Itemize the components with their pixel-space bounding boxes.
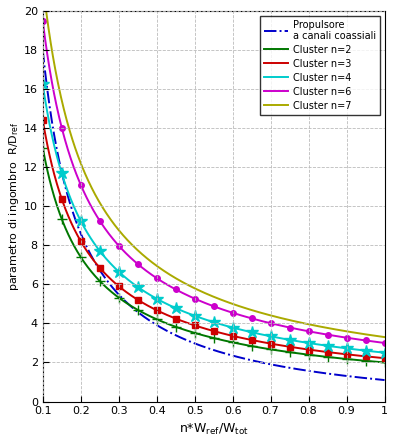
Cluster n=2: [298, 351, 303, 356]
Line: Cluster n=4: Cluster n=4: [43, 84, 385, 353]
Cluster n=6: [269, 321, 273, 326]
Cluster n=6: [101, 223, 105, 229]
Cluster n=4: [298, 339, 303, 344]
Cluster n=7: [195, 287, 200, 292]
Cluster n=4: [195, 314, 200, 319]
Cluster n=3: [128, 293, 133, 298]
Cluster n=7: [269, 313, 273, 318]
Cluster n=2: [382, 360, 387, 365]
Cluster n=6: [382, 340, 387, 345]
Cluster n=3: [242, 336, 246, 341]
Cluster n=6: [40, 18, 45, 23]
Line: Cluster n=6: Cluster n=6: [43, 20, 385, 343]
Cluster n=2: [101, 282, 105, 287]
Legend: Propulsore
a canali coassiali, Cluster n=2, Cluster n=3, Cluster n=4, Cluster n=: Propulsore a canali coassiali, Cluster n…: [260, 16, 380, 115]
Cluster n=3: [298, 346, 303, 351]
Propulsore
a canali coassiali: [242, 356, 246, 361]
Cluster n=6: [242, 313, 246, 319]
Line: Propulsore
a canali coassiali: Propulsore a canali coassiali: [43, 50, 385, 380]
Cluster n=4: [101, 253, 105, 258]
Cluster n=7: [128, 241, 133, 246]
Cluster n=2: [195, 331, 200, 337]
Cluster n=7: [40, 8, 45, 14]
Cluster n=4: [242, 328, 246, 333]
Cluster n=3: [40, 117, 45, 123]
Propulsore
a canali coassiali: [40, 48, 45, 53]
Cluster n=6: [128, 255, 133, 260]
Cluster n=6: [298, 327, 303, 332]
Cluster n=2: [269, 347, 273, 352]
Line: Cluster n=7: Cluster n=7: [43, 11, 385, 337]
Propulsore
a canali coassiali: [128, 303, 133, 309]
Propulsore
a canali coassiali: [298, 367, 303, 372]
Cluster n=6: [195, 297, 200, 302]
Cluster n=7: [101, 206, 105, 211]
Y-axis label: parametro di ingombro  R/D$_{\rm ref}$: parametro di ingombro R/D$_{\rm ref}$: [7, 122, 21, 291]
Cluster n=3: [101, 269, 105, 274]
Propulsore
a canali coassiali: [382, 377, 387, 383]
X-axis label: n*W$_{\rm ref}$/W$_{\rm tot}$: n*W$_{\rm ref}$/W$_{\rm tot}$: [179, 422, 248, 437]
Cluster n=3: [382, 356, 387, 361]
Cluster n=3: [269, 341, 273, 346]
Cluster n=2: [128, 303, 133, 308]
Propulsore
a canali coassiali: [101, 273, 105, 278]
Cluster n=7: [298, 320, 303, 325]
Cluster n=4: [269, 334, 273, 339]
Cluster n=4: [40, 81, 45, 87]
Line: Cluster n=3: Cluster n=3: [43, 120, 385, 358]
Cluster n=7: [382, 334, 387, 340]
Cluster n=4: [382, 350, 387, 355]
Line: Cluster n=2: Cluster n=2: [43, 147, 385, 362]
Propulsore
a canali coassiali: [195, 342, 200, 347]
Cluster n=2: [242, 342, 246, 347]
Cluster n=2: [40, 145, 45, 150]
Cluster n=4: [128, 279, 133, 284]
Propulsore
a canali coassiali: [269, 362, 273, 367]
Cluster n=7: [242, 305, 246, 310]
Cluster n=3: [195, 324, 200, 329]
